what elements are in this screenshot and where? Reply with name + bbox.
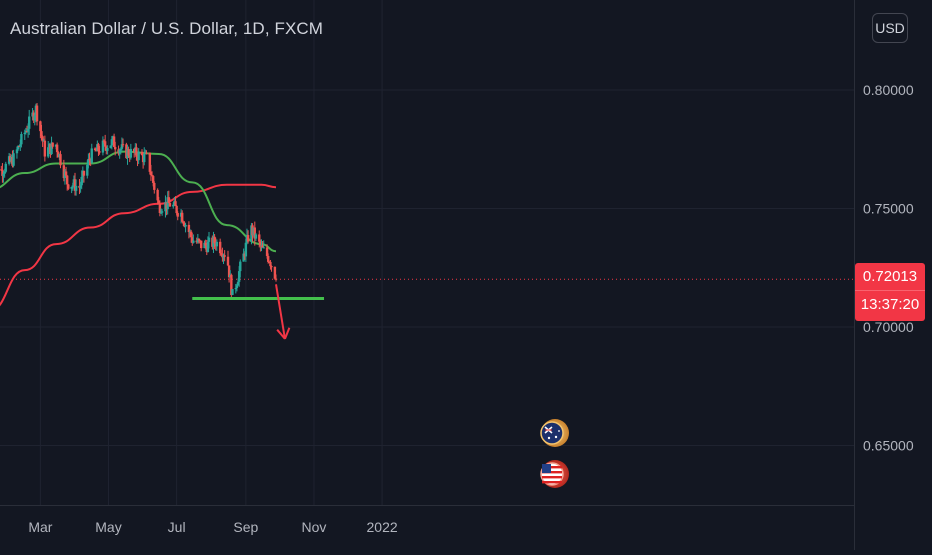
drawings — [192, 284, 325, 340]
candle — [70, 186, 73, 194]
candle — [231, 288, 234, 296]
price-axis[interactable]: 0.80000 0.75000 0.70000 0.65000 — [863, 82, 914, 454]
price-tick-label: 0.65000 — [863, 438, 914, 454]
candle — [51, 142, 54, 149]
candle — [149, 164, 153, 181]
fast-moving-average-line — [0, 150, 277, 253]
candle — [114, 141, 117, 156]
time-tick-label: Jul — [168, 519, 186, 535]
candle — [218, 238, 222, 256]
time-tick-label: May — [95, 519, 121, 535]
candle — [59, 150, 62, 169]
candle — [254, 232, 258, 242]
last-price: 0.72013 — [862, 268, 918, 285]
candle — [223, 250, 226, 262]
candle — [213, 234, 216, 249]
candle — [97, 142, 100, 156]
us-dollar-flag-icon[interactable] — [540, 460, 569, 488]
candle — [112, 133, 116, 148]
candle — [269, 259, 272, 270]
candle — [273, 266, 277, 280]
candle — [137, 148, 140, 164]
candle — [73, 172, 77, 196]
candle — [176, 211, 179, 221]
time-tick-label: 2022 — [367, 519, 398, 535]
candle — [192, 234, 195, 244]
candle — [1, 163, 4, 183]
candle — [159, 208, 163, 214]
candle — [196, 233, 200, 244]
candle — [35, 103, 39, 126]
candle — [226, 250, 230, 267]
candle — [118, 148, 121, 159]
candle — [262, 240, 265, 249]
candle — [87, 153, 90, 169]
candle — [153, 181, 156, 194]
candle — [215, 239, 219, 251]
price-tag-divider — [855, 290, 925, 291]
bar-countdown: 13:37:20 — [860, 296, 920, 313]
currency-button[interactable]: USD — [872, 13, 908, 43]
candle — [187, 221, 191, 239]
price-tick-label: 0.80000 — [863, 82, 914, 98]
bearish-arrow[interactable] — [275, 284, 291, 340]
time-tick-label: Nov — [302, 519, 327, 535]
candle — [98, 146, 101, 155]
candle — [207, 231, 211, 249]
candle — [174, 196, 177, 207]
candle — [140, 149, 144, 156]
candle — [191, 232, 194, 246]
candle — [90, 143, 93, 164]
moving-averages — [0, 150, 277, 307]
candle — [181, 210, 184, 223]
time-tick-label: Sep — [233, 519, 258, 535]
candle — [261, 241, 264, 248]
candle — [12, 149, 15, 168]
candle — [4, 161, 7, 173]
time-axis[interactable]: Mar May Jul Sep Nov 2022 — [28, 519, 398, 535]
candle — [168, 198, 172, 207]
candle — [106, 145, 109, 155]
candle — [227, 265, 231, 283]
candle — [74, 179, 78, 196]
candle — [67, 183, 70, 191]
candle — [150, 171, 154, 177]
candle — [160, 209, 164, 216]
candle — [20, 131, 23, 148]
grid — [0, 0, 854, 505]
candle — [121, 138, 125, 148]
candle — [270, 265, 273, 272]
candle — [274, 274, 278, 282]
candle — [47, 141, 50, 159]
candle — [239, 259, 242, 278]
candle — [199, 240, 203, 252]
time-tick-label: Mar — [28, 519, 52, 535]
candle — [129, 143, 133, 160]
candle — [143, 147, 146, 166]
candle — [28, 109, 31, 135]
candle — [88, 152, 91, 166]
chart-title: Australian Dollar / U.S. Dollar, 1D, FXC… — [10, 19, 324, 38]
candle — [101, 136, 105, 156]
candle — [109, 145, 112, 149]
candle — [145, 150, 148, 155]
australian-dollar-flag-icon[interactable] — [540, 419, 569, 447]
last-price-tag: 0.72013 13:37:20 — [855, 263, 925, 321]
currency-events — [540, 419, 569, 488]
price-tick-label: 0.75000 — [863, 201, 914, 217]
candle — [246, 230, 250, 244]
candle — [82, 170, 86, 183]
candle — [148, 152, 152, 175]
candlesticks — [0, 103, 278, 298]
candle — [43, 135, 47, 162]
slow-moving-average-line — [0, 183, 277, 307]
candle — [157, 196, 160, 205]
price-tick-label: 0.70000 — [863, 319, 914, 335]
candle — [184, 222, 187, 233]
candle — [253, 221, 256, 246]
candle — [167, 190, 171, 204]
